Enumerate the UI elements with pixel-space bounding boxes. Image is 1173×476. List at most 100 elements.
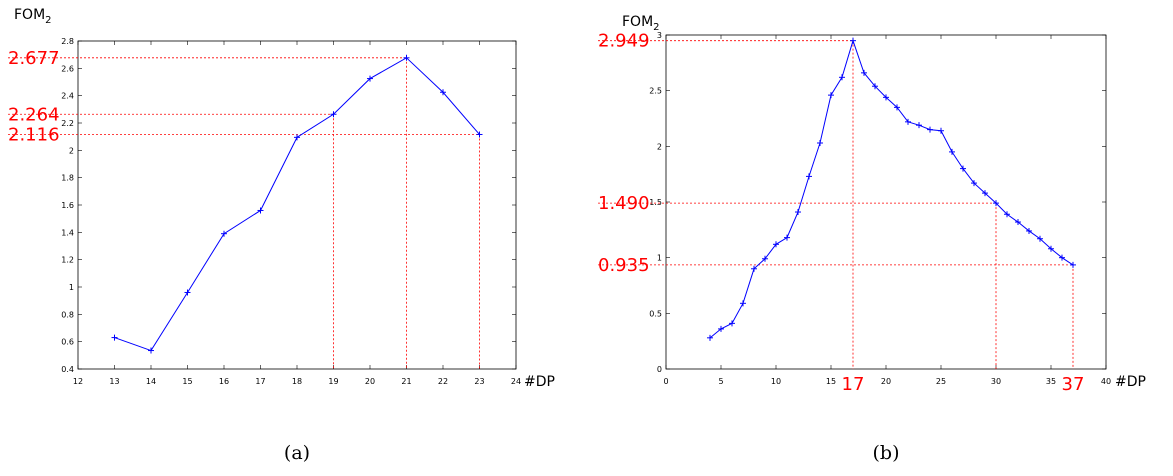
data-point: [949, 148, 955, 155]
data-point: [839, 74, 845, 81]
series-line: [114, 57, 480, 352]
x-tick-label: 16: [219, 377, 229, 386]
x-tick-label: 40: [1101, 377, 1111, 386]
x-tick-label: 14: [146, 377, 156, 386]
y-tick-label: 1.8: [61, 174, 74, 183]
y-tick-label: 1.4: [61, 228, 74, 237]
x-marker-label: 17: [842, 374, 865, 395]
y-tick-label: 2: [657, 142, 662, 151]
y-tick-label: 1.6: [61, 201, 74, 210]
data-point: [740, 300, 746, 307]
data-point: [1070, 261, 1076, 268]
y-tick-label: 2.4: [61, 92, 74, 101]
series-line: [709, 39, 1074, 339]
data-point: [872, 83, 878, 90]
data-point: [476, 131, 483, 138]
reference-value-label: 0.935: [598, 255, 650, 276]
x-tick-label: 0: [663, 377, 668, 386]
x-tick-label: 21: [401, 377, 411, 386]
subfigure-caption: (a): [284, 442, 310, 464]
subfigure-caption: (b): [873, 442, 900, 464]
y-tick-label: 2.5: [649, 87, 662, 96]
data-point: [850, 37, 856, 44]
x-tick-label: 25: [936, 377, 946, 386]
data-point: [729, 320, 735, 327]
reference-value-label: 2.116: [8, 124, 60, 145]
y-tick-label: 1.2: [61, 256, 74, 265]
y-tick-label: 0.6: [61, 338, 74, 347]
reference-value-label: 2.677: [8, 48, 60, 69]
x-tick-label: 24: [511, 377, 521, 386]
data-point: [784, 234, 790, 241]
y-tick-label: 0: [657, 365, 662, 374]
data-point: [1026, 227, 1032, 234]
data-point: [861, 69, 867, 76]
x-axis-label: #DP: [1115, 374, 1146, 390]
x-tick-label: 20: [365, 377, 375, 386]
data-point: [367, 75, 373, 82]
x-tick-label: 35: [1046, 377, 1056, 386]
data-point: [817, 139, 823, 146]
data-point: [330, 111, 337, 118]
y-tick-label: 1: [657, 254, 662, 263]
data-point: [993, 200, 999, 207]
data-point: [982, 190, 988, 197]
y-tick-label: 2.6: [61, 64, 74, 73]
data-point: [1004, 211, 1010, 218]
x-tick-label: 12: [73, 377, 83, 386]
data-point: [927, 126, 933, 133]
data-point: [718, 325, 724, 332]
data-point: [1037, 235, 1043, 242]
x-tick-label: 19: [328, 377, 338, 386]
data-point: [440, 89, 446, 96]
x-tick-label: 15: [182, 377, 192, 386]
data-point: [773, 241, 779, 248]
y-axis-label-subscript: 2: [653, 22, 659, 33]
data-point: [257, 207, 264, 214]
y-tick-label: 0.8: [61, 310, 74, 319]
y-axis-label-subscript: 2: [45, 15, 51, 26]
x-tick-label: 20: [881, 377, 891, 386]
data-point: [971, 180, 977, 187]
data-point: [883, 94, 889, 101]
x-tick-label: 30: [991, 377, 1001, 386]
data-point: [828, 92, 834, 99]
data-point: [221, 230, 227, 237]
data-point: [184, 289, 191, 296]
data-point: [938, 127, 944, 134]
plot-frame: [77, 40, 517, 370]
data-point: [762, 255, 768, 262]
x-tick-label: 17: [255, 377, 265, 386]
y-axis-label: FOM2: [14, 7, 52, 26]
data-point: [294, 134, 300, 141]
reference-value-label: 2.264: [8, 104, 60, 125]
data-point: [751, 265, 757, 272]
chart-a: 12 13 14 15 16 17 18 19 20 21 22 23 240.40.60.811.21…: [8, 7, 555, 464]
y-tick-label: 0.4: [61, 365, 74, 374]
x-tick-label: 23: [474, 377, 484, 386]
y-tick-label: 0.5: [649, 309, 662, 318]
data-point: [1059, 254, 1065, 261]
data-point: [894, 104, 900, 111]
y-tick-label: 3: [657, 31, 662, 40]
y-tick-label: 2.2: [61, 119, 74, 128]
y-tick-label: 1.5: [649, 198, 662, 207]
data-point: [960, 165, 966, 172]
data-point: [905, 118, 911, 125]
x-tick-label: 15: [826, 377, 836, 386]
x-tick-label: 5: [718, 377, 723, 386]
y-axis-label: FOM2: [622, 14, 660, 33]
y-tick-label: 2.8: [61, 37, 74, 46]
data-point: [148, 347, 154, 354]
y-tick-label: 2: [69, 146, 74, 155]
data-point: [806, 173, 812, 180]
x-tick-label: 13: [109, 377, 119, 386]
data-point: [916, 122, 922, 129]
reference-value-label: 1.490: [598, 193, 650, 214]
plot-frame: [665, 34, 1107, 370]
x-tick-label: 10: [771, 377, 781, 386]
x-tick-label: 18: [292, 377, 302, 386]
x-tick-label: 22: [438, 377, 448, 386]
data-point: [1015, 219, 1021, 226]
